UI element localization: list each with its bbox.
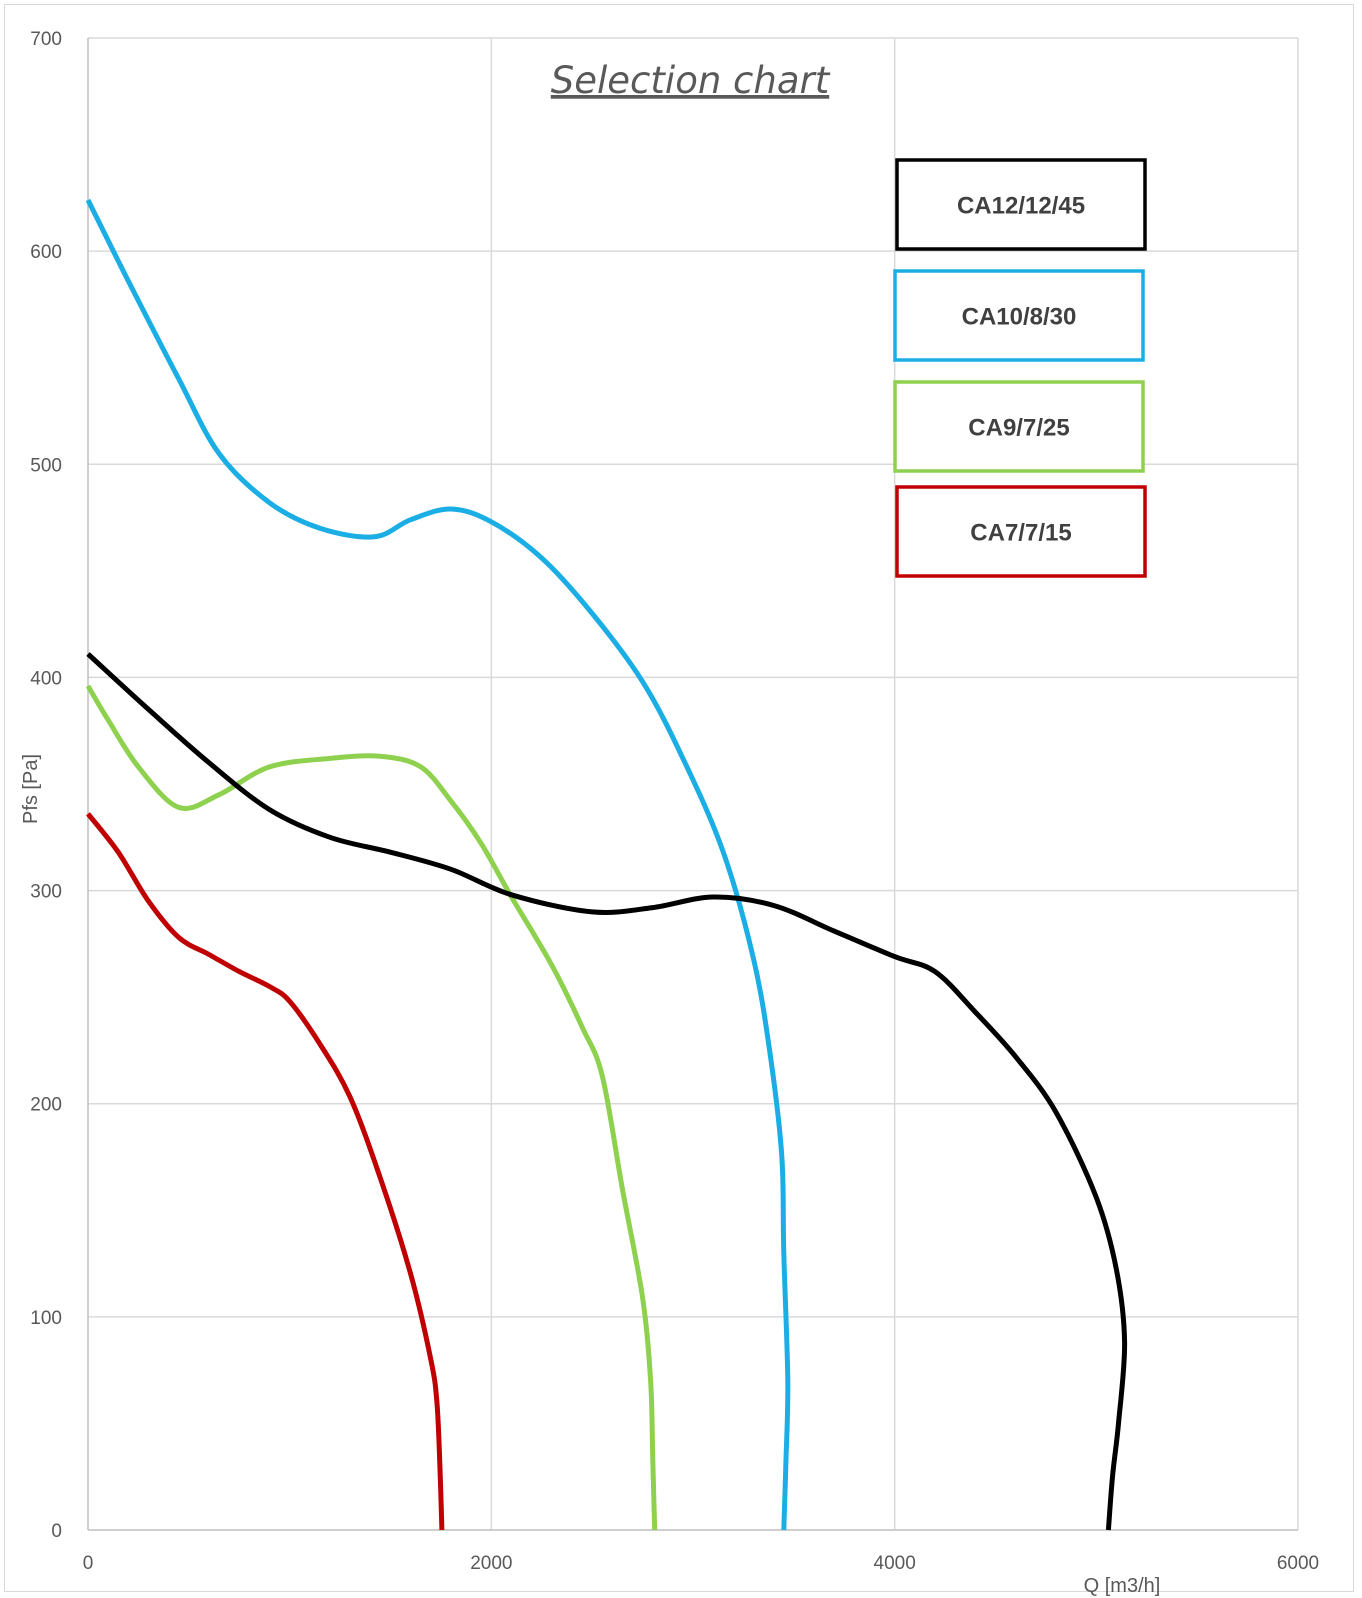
legend-box xyxy=(893,269,1145,362)
series-line-ca10-8-30 xyxy=(85,198,791,1531)
series-line-ca12-12-45 xyxy=(86,652,1128,1531)
chart-frame xyxy=(4,4,1354,1592)
y-tick-label: 400 xyxy=(30,668,62,689)
x-tick-label: 2000 xyxy=(470,1553,512,1574)
legend-box xyxy=(893,380,1145,473)
y-tick-label: 300 xyxy=(30,882,62,903)
series-lines xyxy=(85,198,1128,1531)
legend-label: CA9/7/25 xyxy=(968,415,1069,442)
y-tick-label: 100 xyxy=(30,1308,62,1329)
y-tick-label: 500 xyxy=(30,455,62,476)
series-line-ca7-7-15 xyxy=(86,812,445,1531)
x-tick-label: 0 xyxy=(83,1553,94,1574)
legend-label: CA12/12/45 xyxy=(957,193,1085,220)
axes: 0 100 200 300 400 500 600 700 0 2000 4000 6000 xyxy=(30,29,1319,1574)
chart-title: Selection chart xyxy=(551,59,831,102)
y-tick-label: 600 xyxy=(30,242,62,263)
series-line-ca9-7-25 xyxy=(85,684,658,1531)
x-tick-label: 4000 xyxy=(874,1553,916,1574)
y-tick-label: 700 xyxy=(30,29,62,50)
y-tick-label: 0 xyxy=(51,1521,62,1542)
y-tick-label: 200 xyxy=(30,1095,62,1116)
x-axis-title: Q [m3/h] xyxy=(1084,1575,1161,1597)
legend-box xyxy=(895,158,1147,251)
legend: CA12/12/45 CA10/8/30 CA9/7/25 CA7/7/15 xyxy=(893,158,1147,578)
y-axis-title: Pfs [Pa] xyxy=(20,754,42,824)
legend-box xyxy=(895,485,1147,578)
legend-label: CA10/8/30 xyxy=(962,304,1077,331)
x-tick-label: 6000 xyxy=(1277,1553,1319,1574)
legend-label: CA7/7/15 xyxy=(970,520,1071,547)
